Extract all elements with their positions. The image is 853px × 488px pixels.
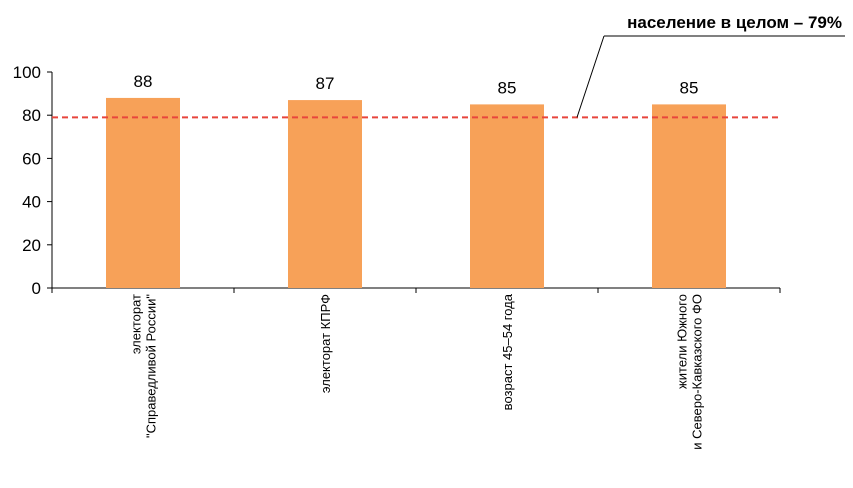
y-tick-label: 20 xyxy=(22,236,41,255)
bar xyxy=(652,104,726,289)
bar xyxy=(106,97,180,288)
bars: 88 87 85 85 xyxy=(106,72,726,289)
bar-value-label: 85 xyxy=(498,78,517,97)
bar-value-label: 85 xyxy=(680,78,699,97)
reference-line-group: население в целом – 79% xyxy=(52,13,845,119)
x-category-label: возраст 45–54 года xyxy=(500,293,515,410)
x-category-label: "Справедливой России" xyxy=(144,294,159,438)
x-category-label: жители Южного xyxy=(675,294,690,389)
y-tick-label: 100 xyxy=(13,63,41,82)
bar-value-label: 88 xyxy=(134,72,153,91)
reference-line-label: население в целом – 79% xyxy=(627,13,842,32)
y-tick-label: 60 xyxy=(22,149,41,168)
y-tick-label: 40 xyxy=(22,193,41,212)
category-labels: электорат "Справедливой России" электорат … xyxy=(129,293,705,449)
bar xyxy=(470,104,544,289)
x-category-label: электорат xyxy=(129,294,144,354)
x-category-label: электорат КПРФ xyxy=(318,294,333,393)
bar xyxy=(288,100,362,288)
bar-value-label: 87 xyxy=(316,74,335,93)
y-tick-label: 80 xyxy=(22,106,41,125)
y-tick-label: 0 xyxy=(32,279,41,298)
x-category-label: и Северо-Кавказского ФО xyxy=(690,294,705,450)
reference-leader-line xyxy=(576,35,605,118)
